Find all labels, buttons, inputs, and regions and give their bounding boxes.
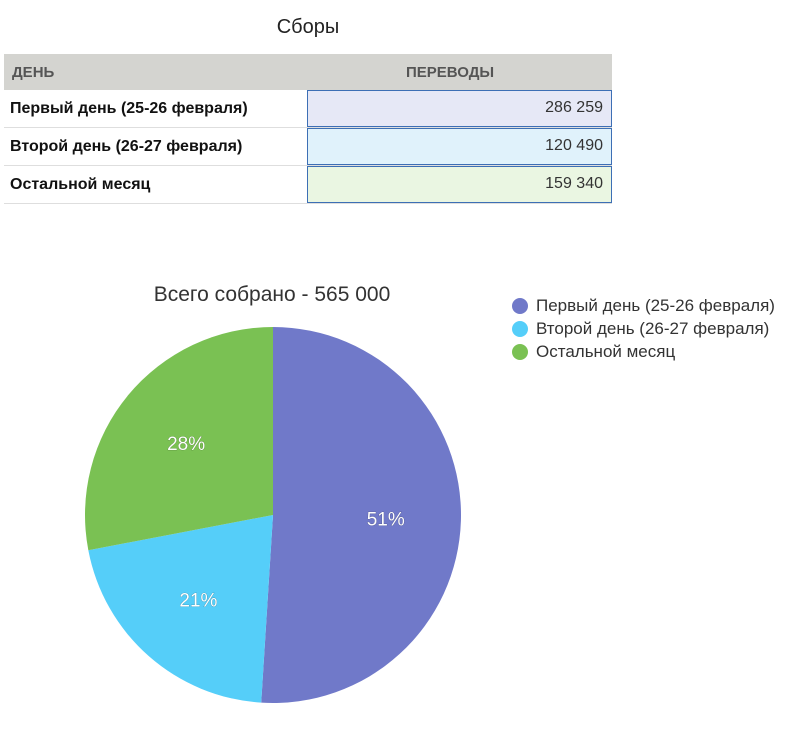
slice-label: 28% [167, 434, 205, 455]
legend-label: Второй день (26-27 февраля) [536, 318, 770, 338]
legend-swatch [512, 297, 528, 314]
chart-title: Всего собрано - 565 000 [153, 283, 391, 306]
column-header-day[interactable]: ДЕНЬ [12, 64, 55, 81]
cell-day[interactable]: Второй день (26-27 февраля) [10, 138, 243, 155]
table-title: Сборы [276, 16, 340, 38]
cell-amount[interactable]: 120 490 [307, 128, 612, 165]
table-row: Второй день (26-27 февраля) 120 490 [4, 128, 612, 166]
cell-amount[interactable]: 159 340 [307, 166, 612, 203]
pie-slice[interactable] [84, 327, 273, 551]
column-header-transfers[interactable]: ПЕРЕВОДЫ [406, 64, 495, 81]
chart-legend: Первый день (25-26 февраля) Второй день … [512, 294, 775, 363]
slice-label: 51% [367, 510, 405, 531]
pie-slice[interactable] [88, 515, 274, 703]
legend-swatch [512, 343, 528, 360]
cell-day[interactable]: Первый день (25-26 февраля) [10, 100, 248, 117]
table-row: Первый день (25-26 февраля) 286 259 [4, 90, 612, 128]
legend-item[interactable]: Остальной месяц [512, 340, 775, 363]
spreadsheet-table: ДЕНЬ ПЕРЕВОДЫ Первый день (25-26 февраля… [4, 54, 612, 204]
table-row: Остальной месяц 159 340 [4, 166, 612, 204]
cell-day[interactable]: Остальной месяц [10, 176, 151, 193]
table-header-row: ДЕНЬ ПЕРЕВОДЫ [4, 54, 612, 90]
slice-label: 21% [179, 591, 217, 612]
legend-item[interactable]: Второй день (26-27 февраля) [512, 317, 775, 340]
legend-label: Первый день (25-26 февраля) [536, 295, 775, 315]
pie-slice[interactable] [261, 327, 462, 704]
legend-item[interactable]: Первый день (25-26 февраля) [512, 294, 775, 317]
cell-amount[interactable]: 286 259 [307, 90, 612, 127]
legend-swatch [512, 320, 528, 337]
legend-label: Остальной месяц [536, 341, 676, 361]
